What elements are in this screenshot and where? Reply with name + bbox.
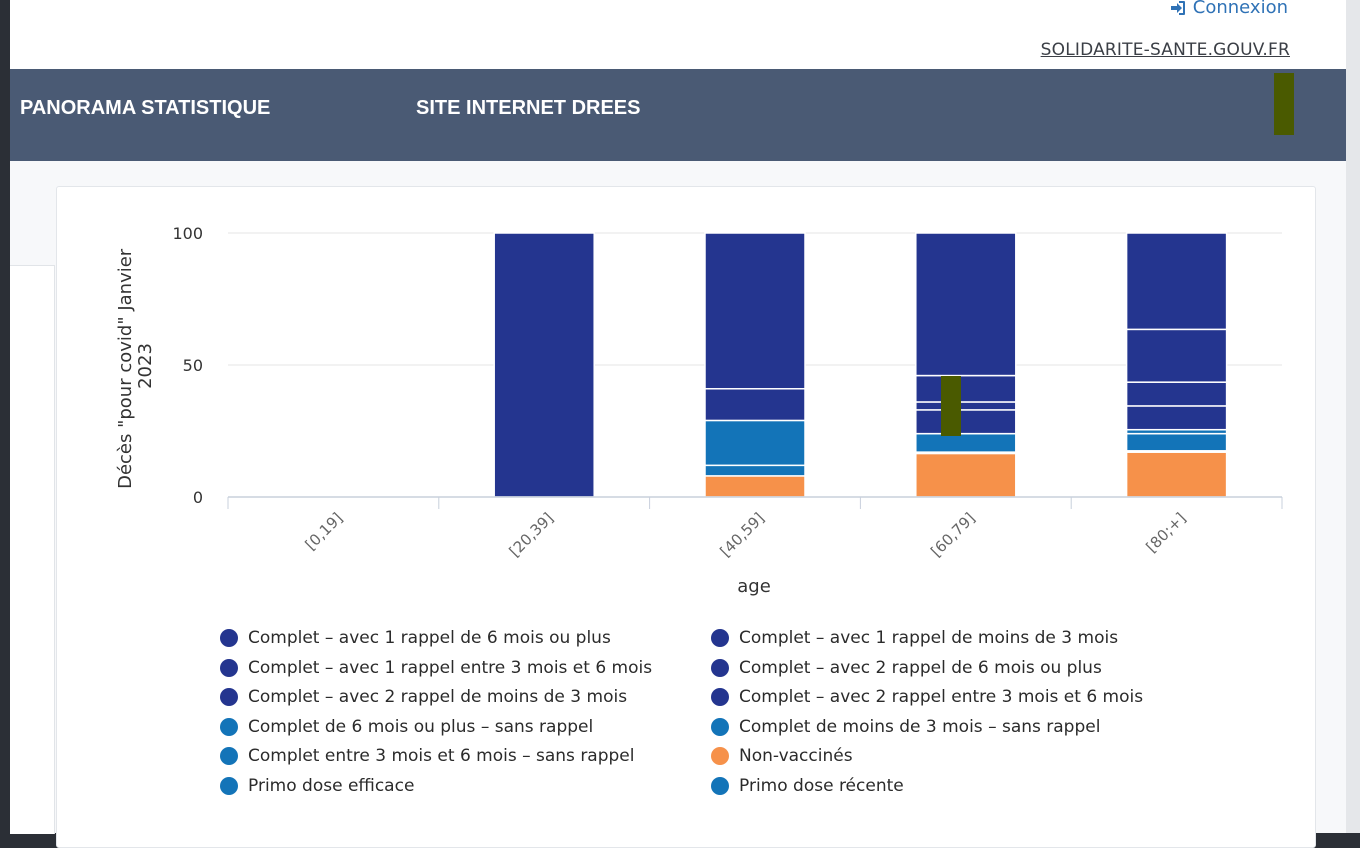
- bar-segment[interactable]: [915, 401, 1017, 411]
- nav-panorama-statistique[interactable]: PANORAMA STATISTIQUE: [20, 97, 271, 119]
- bar-segment[interactable]: [1125, 381, 1228, 407]
- y-axis-label-line-2: 2023: [135, 343, 156, 389]
- legend-marker-icon: [711, 688, 729, 706]
- legend-marker-icon: [220, 776, 238, 795]
- bar-segment[interactable]: [704, 464, 806, 477]
- bar-segment[interactable]: [1125, 432, 1228, 452]
- sign-in-icon: [1170, 0, 1185, 15]
- legend-label: Complet – avec 2 rappel de 6 mois ou plu…: [739, 657, 1102, 678]
- legend-marker-icon: [711, 658, 729, 677]
- legend-label: Complet – avec 2 rappel entre 3 mois et …: [739, 687, 1144, 707]
- highlight-marker: [941, 376, 961, 436]
- legend-label: Complet – avec 2 rappel de moins de 3 mo…: [248, 687, 628, 707]
- solidarite-sante-link[interactable]: SOLIDARITE-SANTE.GOUV.FR: [1040, 40, 1290, 60]
- legend-marker-icon: [220, 629, 238, 647]
- bar-segment[interactable]: [1125, 328, 1228, 383]
- bar-segment[interactable]: [915, 432, 1017, 453]
- window-scrollbar-track[interactable]: [1346, 0, 1360, 833]
- main-navbar: PANORAMA STATISTIQUE SITE INTERNET DREES: [10, 69, 1346, 161]
- chart-card: [56, 186, 1316, 848]
- bar-segment[interactable]: [704, 475, 806, 498]
- bar-segment[interactable]: [1125, 451, 1228, 498]
- legend-item[interactable]: Complet entre 3 mois et 6 mois – sans ra…: [220, 746, 635, 766]
- bar-segment[interactable]: [915, 374, 1017, 403]
- y-axis-label: Décès "pour covid" Janvier 2023: [115, 243, 156, 489]
- legend-marker-icon: [711, 629, 729, 647]
- y-tick-label: 50: [183, 356, 203, 375]
- legend-marker-icon: [220, 717, 238, 736]
- legend-marker-icon: [711, 776, 729, 795]
- nav-marker: [1274, 73, 1294, 135]
- x-tick-label: [20,39]: [506, 509, 557, 560]
- bar-segment[interactable]: [915, 409, 1017, 435]
- x-tick-label: [80;+]: [1142, 509, 1189, 556]
- x-axis-label: age: [737, 576, 771, 597]
- bars: [493, 232, 1228, 498]
- legend-item[interactable]: Complet – avec 1 rappel entre 3 mois et …: [220, 658, 652, 678]
- legend-label: Complet – avec 1 rappel de moins de 3 mo…: [739, 628, 1119, 648]
- legend-item[interactable]: Complet – avec 1 rappel de moins de 3 mo…: [711, 628, 1118, 648]
- x-tick-label: [40,59]: [716, 509, 767, 560]
- y-tick-label: 100: [172, 224, 203, 243]
- legend-label: Complet entre 3 mois et 6 mois – sans ra…: [248, 746, 635, 766]
- legend-item[interactable]: Complet – avec 2 rappel entre 3 mois et …: [711, 687, 1143, 707]
- legend-item[interactable]: Complet de moins de 3 mois – sans rappel: [711, 717, 1100, 737]
- bar-segment[interactable]: [915, 232, 1017, 377]
- legend-item[interactable]: Complet – avec 1 rappel de 6 mois ou plu…: [220, 628, 611, 648]
- legend-marker-icon: [220, 747, 238, 765]
- login-label: Connexion: [1192, 0, 1288, 18]
- legend-label: Primo dose récente: [739, 775, 904, 796]
- y-axis-label-line-1: Décès "pour covid" Janvier: [115, 248, 136, 489]
- bar-segment[interactable]: [704, 419, 806, 467]
- bar-segment[interactable]: [493, 232, 595, 498]
- legend-label: Primo dose efficace: [248, 775, 415, 796]
- side-panel: [10, 265, 55, 834]
- legend-item[interactable]: Primo dose efficace: [220, 776, 414, 796]
- legend-label: Complet de moins de 3 mois – sans rappel: [739, 716, 1101, 737]
- legend-marker-icon: [711, 717, 729, 736]
- bar-segment[interactable]: [915, 452, 1017, 498]
- login-link[interactable]: Connexion: [1169, 0, 1288, 18]
- bar-segment[interactable]: [1125, 405, 1228, 431]
- legend-marker-icon: [711, 747, 729, 765]
- legend-item[interactable]: Complet – avec 2 rappel de 6 mois ou plu…: [711, 658, 1102, 678]
- top-header: Connexion SOLIDARITE-SANTE.GOUV.FR: [10, 0, 1346, 69]
- x-tick-label: [0,19]: [302, 509, 347, 554]
- legend-label: Complet de 6 mois ou plus – sans rappel: [248, 716, 594, 737]
- legend-marker-icon: [220, 658, 238, 677]
- legend-item[interactable]: Primo dose récente: [711, 776, 904, 796]
- nav-site-internet-drees[interactable]: SITE INTERNET DREES: [416, 97, 641, 119]
- legend-marker-icon: [220, 688, 238, 706]
- x-tick-label: [60,79]: [927, 509, 978, 560]
- legend-item[interactable]: Non-vaccinés: [711, 746, 853, 766]
- legend-label: Complet – avec 1 rappel entre 3 mois et …: [248, 657, 653, 678]
- bar-segment[interactable]: [704, 232, 806, 390]
- legend-item[interactable]: Complet – avec 2 rappel de moins de 3 mo…: [220, 687, 627, 707]
- y-tick-label: 0: [193, 488, 203, 507]
- legend-item[interactable]: Complet de 6 mois ou plus – sans rappel: [220, 717, 593, 737]
- bar-segment[interactable]: [1125, 232, 1228, 331]
- bar-segment[interactable]: [704, 388, 806, 422]
- legend-label: Complet – avec 1 rappel de 6 mois ou plu…: [248, 628, 611, 648]
- legend-label: Non-vaccinés: [739, 746, 853, 766]
